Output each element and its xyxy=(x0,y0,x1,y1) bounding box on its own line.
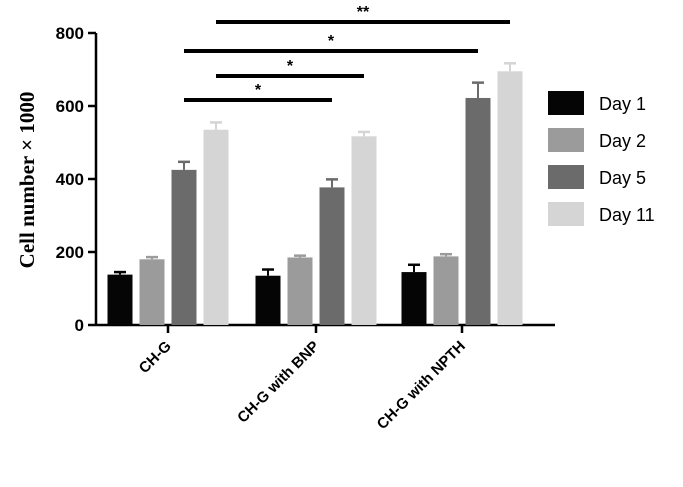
bar xyxy=(171,169,197,325)
bar xyxy=(287,257,313,325)
legend-swatch xyxy=(548,128,584,152)
y-tick-label: 400 xyxy=(56,170,84,189)
y-tick-label: 200 xyxy=(56,243,84,262)
bar xyxy=(497,71,523,325)
bar xyxy=(465,97,491,325)
x-category-label: CH-G xyxy=(136,338,175,377)
y-axis-label: Cell number × 1000 xyxy=(15,92,39,269)
significance-label: ** xyxy=(357,4,370,21)
bar xyxy=(107,274,133,325)
bar xyxy=(139,259,165,325)
y-tick-label: 600 xyxy=(56,97,84,116)
bar xyxy=(319,187,345,325)
y-tick-label: 800 xyxy=(56,24,84,43)
bar xyxy=(433,256,459,325)
bar xyxy=(401,272,427,325)
bar xyxy=(351,136,377,325)
x-category-label: CH-G with NPTH xyxy=(374,338,469,433)
bar xyxy=(255,275,281,325)
bars xyxy=(107,62,523,325)
legend-label: Day 2 xyxy=(599,131,646,151)
y-tick-label: 0 xyxy=(75,316,84,335)
significance-label: * xyxy=(328,33,335,50)
legend-swatch xyxy=(548,91,584,115)
x-category-label: CH-G with BNP xyxy=(234,338,323,427)
legend: Day 1 Day 2 Day 5 Day 11 xyxy=(548,91,655,226)
bar xyxy=(203,129,229,325)
legend-label: Day 11 xyxy=(599,205,655,225)
legend-swatch xyxy=(548,202,584,226)
significance-annotations: ***** xyxy=(184,4,510,102)
legend-swatch xyxy=(548,165,584,189)
legend-label: Day 5 xyxy=(599,168,646,188)
significance-label: * xyxy=(287,58,294,75)
significance-label: * xyxy=(255,82,262,99)
legend-label: Day 1 xyxy=(599,94,646,114)
